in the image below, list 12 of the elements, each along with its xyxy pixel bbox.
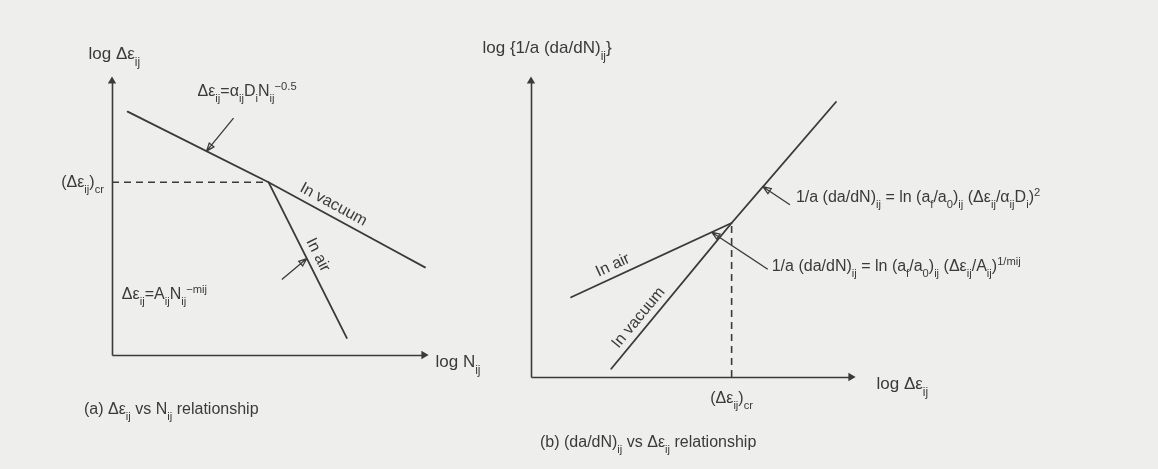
ref-line-label: (Δε$_{ij}$)$_{cr}$ <box>61 173 105 196</box>
y-axis-title: log {1/a (da/dN)$_{ij}$} <box>482 37 612 63</box>
x-axis-title: log Δε$_{ij}$ <box>876 373 929 399</box>
text: 1/a (da/dN)$_{ij}$ = ln (a$_{f}$/a$_{0}$)$_{ij}$ (Δε$_{ij}$/A$_{ij}$)$^{1/mij}$ <box>771 255 1021 280</box>
x-axis-title: log N$_{ij}$ <box>435 351 481 377</box>
text: (a) Δε$_{ij}$ vs N$_{ij}$ relationship <box>84 400 259 422</box>
y-axis-title: log Δε$_{ij}$ <box>88 43 141 69</box>
text: 1/a (da/dN)$_{ij}$ = ln (a$_{f}$/a$_{0}$)$_{ij}$ (Δε$_{ij}$/α$_{ij}$D$_{i}$)$^{2}$ <box>795 185 1041 210</box>
text: In air <box>303 234 335 275</box>
text: In air <box>592 248 633 280</box>
text: (Δε$_{ij}$)$_{cr}$ <box>710 389 754 411</box>
text: (b) (da/dN)$_{ij}$ vs Δε$_{ij}$ relationship <box>540 433 757 455</box>
